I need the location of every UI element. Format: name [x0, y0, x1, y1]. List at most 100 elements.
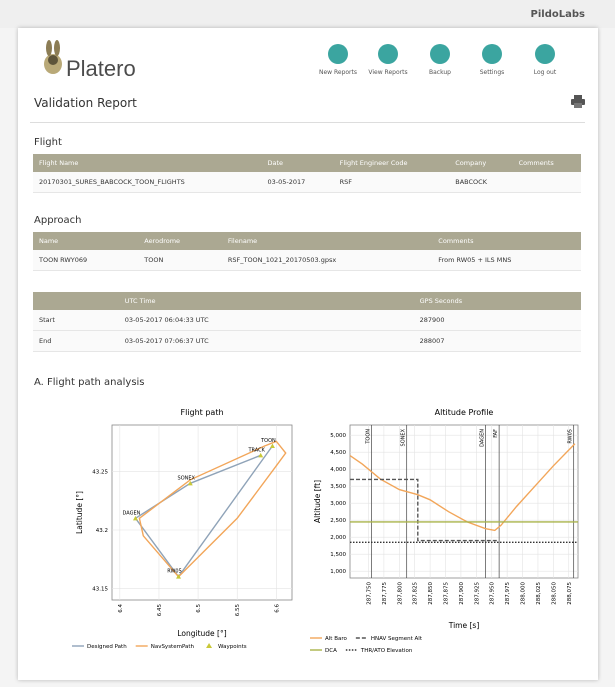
x-tick-label: 6.4: [118, 604, 124, 613]
waypoint: [269, 443, 275, 448]
nav-item[interactable]: Backup: [415, 44, 465, 76]
cell: Start: [33, 310, 119, 331]
print-icon[interactable]: [570, 95, 586, 109]
legend-label: Designed Path: [87, 644, 127, 650]
x-tick-label: 288,075: [567, 582, 573, 605]
y-tick-label: 43.25: [92, 470, 108, 476]
waypoint: [258, 452, 264, 458]
legend-label: HNAV Segment Alt: [371, 636, 423, 642]
brand-bar: PildoLabs: [0, 0, 615, 28]
x-tick-label: 6.6: [274, 604, 280, 613]
cell: 20170301_SURES_BABCOCK_TOON_FLIGHTS: [33, 172, 262, 193]
x-tick-label: 288,000: [521, 582, 527, 605]
nav-icon: [378, 44, 398, 64]
x-tick-label: 287,925: [474, 582, 480, 605]
header-cell: Filename: [221, 232, 433, 250]
x-tick-label: 6.5: [196, 604, 202, 613]
cell: RSF_TOON_1021_20170503.gpsx: [221, 250, 433, 271]
header-cell: Company: [449, 154, 513, 172]
header-row: UTC Time GPS Seconds: [33, 292, 581, 310]
row: Start 03-05-2017 06:04:33 UTC 287900: [33, 310, 581, 331]
y-tick-label: 3,500: [330, 484, 346, 490]
x-axis-label: Time [s]: [448, 621, 480, 630]
plot-area: [349, 424, 579, 579]
y-tick-label: 3,000: [330, 501, 346, 507]
header-cell: Name: [33, 232, 139, 250]
report-title: Validation Report: [34, 96, 137, 110]
y-tick-label: 4,000: [330, 467, 346, 473]
waypoint-label: TRACK: [247, 447, 265, 453]
y-tick-label: 1,000: [330, 569, 346, 575]
waypoint: [187, 480, 193, 486]
row: End 03-05-2017 07:06:37 UTC 288007: [33, 330, 581, 352]
x-tick-label: 287,750: [366, 582, 372, 605]
header-cell: Flight Engineer Code: [333, 154, 450, 172]
brand: PildoLabs: [530, 9, 585, 20]
approach-table: Name Aerodrome Filename Comments TOON RWY069…: [33, 232, 581, 271]
cell: RSF: [333, 172, 450, 193]
nav-item[interactable]: Settings: [467, 44, 517, 76]
x-tick-label: 287,850: [428, 582, 434, 605]
waypoint-label: SONEX: [178, 475, 196, 481]
cell: 03-05-2017: [261, 172, 334, 193]
nav-icon: [482, 44, 502, 64]
cell: End: [33, 330, 119, 352]
event-label: DAGEN: [480, 429, 486, 447]
cell: 287900: [413, 310, 581, 331]
series-line: [350, 478, 498, 542]
nav-item[interactable]: Log out: [520, 44, 570, 76]
nav-label: Settings: [479, 69, 505, 76]
x-tick-label: 6.55: [235, 604, 241, 617]
cell: 03-05-2017 06:04:33 UTC: [118, 310, 414, 331]
header-cell: Comments: [432, 232, 581, 250]
legend-marker: [206, 643, 213, 648]
header-cell: UTC Time: [118, 292, 414, 310]
y-tick-label: 43.2: [96, 528, 108, 534]
waypoint: [176, 574, 182, 579]
waypoint-label: DAGEN: [123, 510, 141, 516]
legend-label: NavSystemPath: [151, 644, 195, 650]
event-label: FAF: [493, 429, 499, 438]
cell: TOON: [138, 250, 222, 271]
section-heading: Approach: [34, 215, 82, 226]
cell: 03-05-2017 07:06:37 UTC: [118, 330, 414, 352]
cell: TOON RWY069: [33, 250, 139, 271]
section-heading: A. Flight path analysis: [34, 377, 145, 388]
x-tick-label: 288,050: [551, 582, 557, 605]
header-cell: GPS Seconds: [413, 292, 581, 310]
legend-label: Waypoints: [218, 644, 247, 650]
flight-table: Flight Name Date Flight Engineer Code Compa…: [33, 154, 581, 193]
x-tick-label: 287,875: [444, 582, 450, 605]
nav-label: New Reports: [318, 69, 357, 76]
nav-item[interactable]: New Reports: [313, 44, 363, 76]
event-label: TOON: [366, 429, 372, 445]
y-tick-label: 2,500: [330, 518, 346, 524]
logo-icon: [44, 40, 62, 74]
charts: Flight path 43.15 43.2 43.25 6.4 6.45 6.5 6.55 6…: [72, 408, 579, 654]
nav-icon: [328, 44, 348, 64]
header-cell: Date: [261, 154, 334, 172]
x-tick-label: 288,025: [536, 582, 542, 605]
section-heading: Flight: [34, 137, 62, 148]
cell: [512, 172, 581, 193]
nav-item[interactable]: View Reports: [363, 44, 413, 76]
y-tick-label: 43.15: [92, 586, 108, 592]
waypoint: [132, 515, 138, 521]
header-row: Flight Name Date Flight Engineer Code Compa…: [33, 154, 581, 172]
x-tick-label: 287,775: [382, 582, 388, 605]
x-tick-label: 287,900: [459, 582, 465, 605]
header-row: Name Aerodrome Filename Comments: [33, 232, 581, 250]
nav-icon: [430, 44, 450, 64]
x-tick-label: 287,950: [490, 582, 496, 605]
x-tick-label: 287,800: [397, 582, 403, 605]
cell: BABCOCK: [449, 172, 513, 193]
x-axis-label: Longitude [°]: [177, 629, 226, 638]
y-tick-label: 5,000: [330, 433, 346, 439]
series-line: [138, 440, 287, 578]
waypoint-label: TOON: [260, 438, 276, 444]
y-axis-label: Altitude [ft]: [313, 480, 322, 523]
header-cell: [33, 292, 119, 310]
logo-text: Platero: [66, 56, 136, 81]
header-cell: Comments: [512, 154, 581, 172]
cell: 288007: [413, 330, 581, 352]
